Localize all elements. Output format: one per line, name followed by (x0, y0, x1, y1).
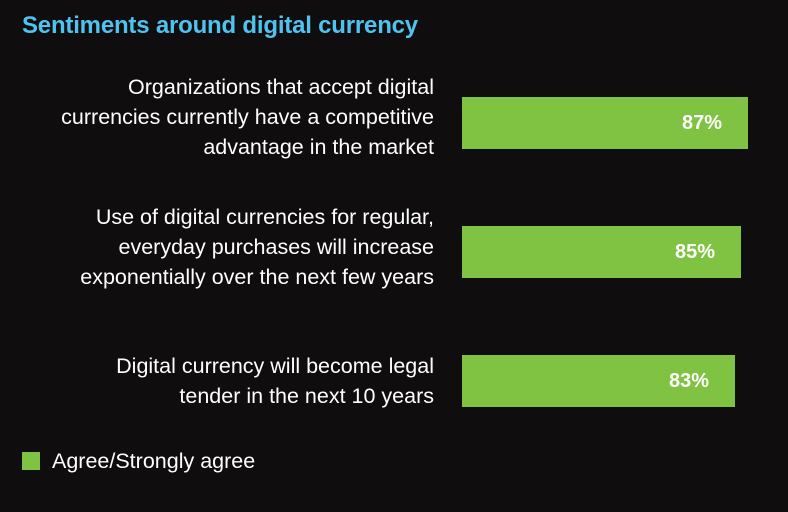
category-label-line: Use of digital currencies for regular, (95, 205, 434, 229)
bar: 87% (462, 97, 748, 149)
category-label-line: currencies currently have a competitive (61, 105, 434, 129)
category-label-line: exponentially over the next few years (80, 265, 434, 289)
category-label-line: advantage in the market (203, 135, 434, 159)
category-label: Use of digital currencies for regular, ev… (14, 202, 434, 292)
chart-title: Sentiments around digital currency (22, 12, 418, 39)
category-label: Organizations that accept digital currenc… (14, 72, 434, 162)
bar: 85% (462, 226, 741, 278)
bar: 83% (462, 355, 735, 407)
category-label-line: tender in the next 10 years (179, 384, 434, 408)
category-label-line: Organizations that accept digital (128, 75, 434, 99)
legend: Agree/Strongly agree (22, 446, 255, 476)
category-label: Digital currency will become legal tender… (14, 351, 434, 411)
bar-value-label: 87% (681, 112, 722, 134)
bar-value-label: 85% (674, 241, 715, 263)
legend-swatch (22, 452, 40, 470)
category-label-line: Digital currency will become legal (116, 354, 434, 378)
category-label-line: everyday purchases will increase (118, 235, 434, 259)
bar-value-label: 83% (668, 370, 709, 392)
legend-label: Agree/Strongly agree (52, 448, 256, 473)
